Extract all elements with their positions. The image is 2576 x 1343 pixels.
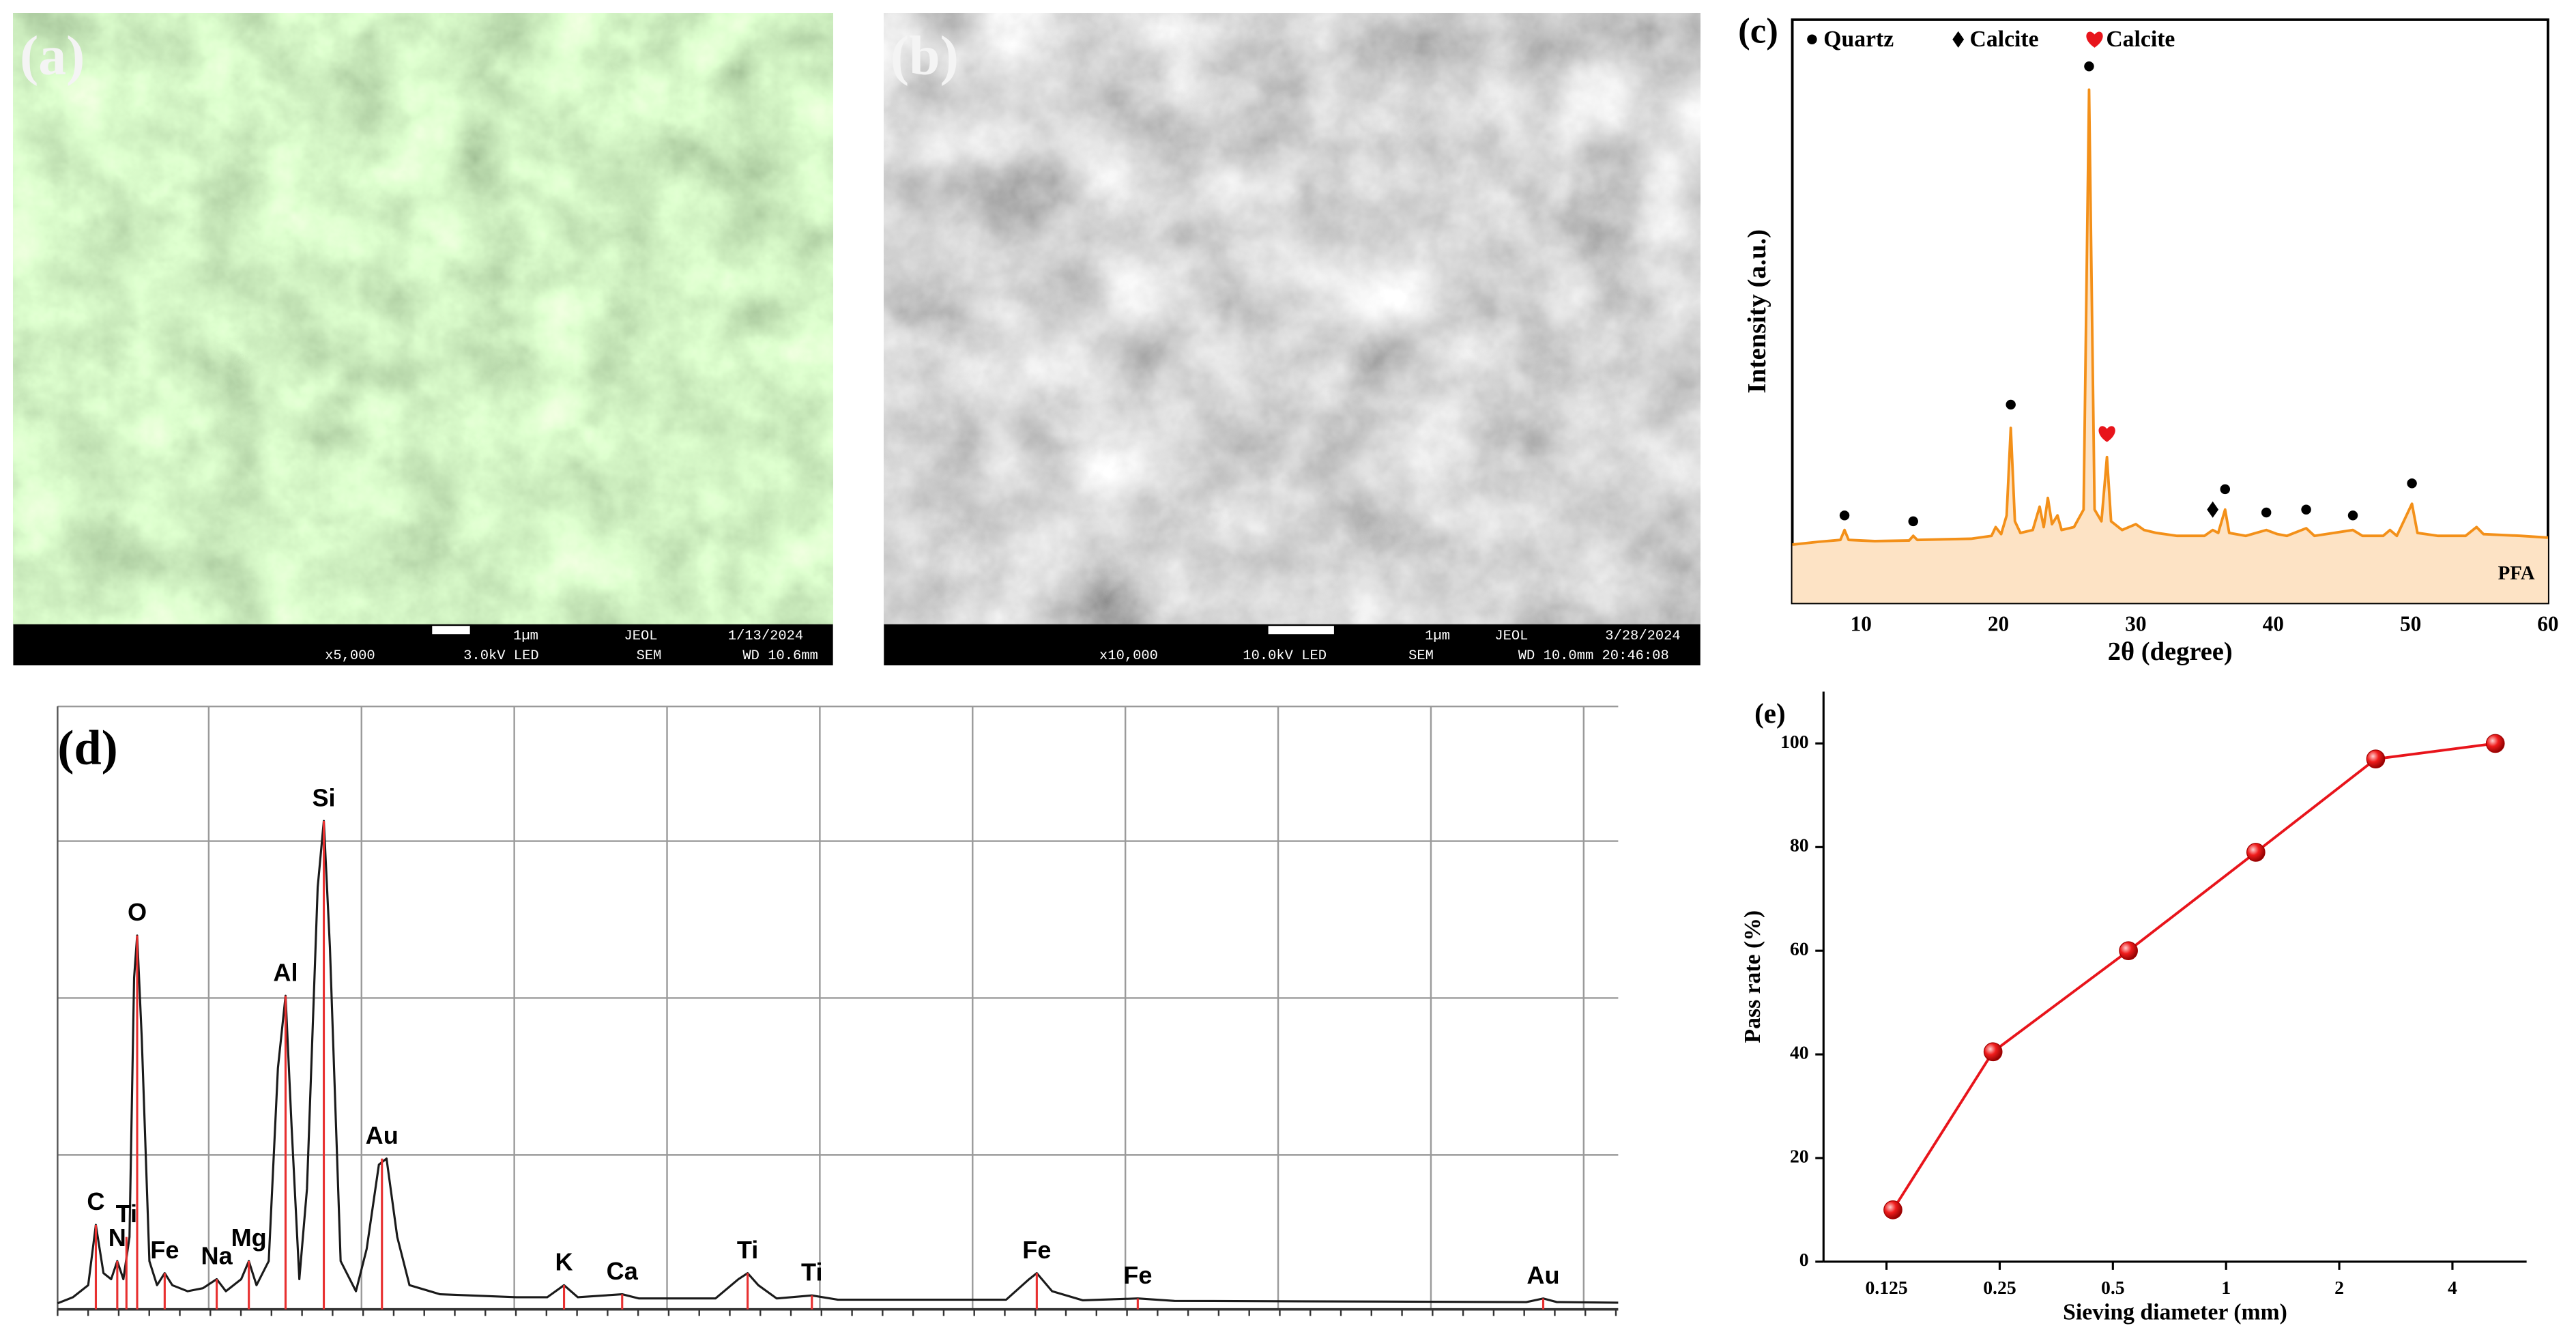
- y-axis-label: Intensity (a.u.): [1743, 229, 1771, 394]
- line: [1792, 88, 2549, 546]
- panel-label: (d): [57, 720, 117, 775]
- element-label: Ti: [116, 1200, 137, 1228]
- x-tick-label: 1: [2221, 1277, 2231, 1298]
- panel-label: (e): [1754, 698, 1785, 729]
- element-label: Au: [1526, 1261, 1559, 1289]
- info-text: WD 10.6mm: [742, 648, 817, 664]
- marker: [2485, 734, 2505, 753]
- element-label: Fe: [150, 1236, 179, 1264]
- info-text: 10.0kV LED: [1243, 648, 1327, 664]
- line: [1892, 742, 2495, 1211]
- marker: [2084, 61, 2094, 72]
- x-tick-label: 30: [2125, 611, 2146, 635]
- element-label: Fe: [1022, 1236, 1051, 1264]
- legend-label: Calcite: [2106, 27, 2175, 52]
- info-text: SEM: [1408, 648, 1434, 664]
- marker: [2098, 426, 2115, 442]
- info-text: x5,000: [325, 648, 375, 664]
- x-tick-label: 10: [1851, 611, 1872, 635]
- scale-bar: [1268, 626, 1334, 635]
- marker: [1883, 1200, 1902, 1219]
- info-text: 1µm: [1425, 629, 1450, 644]
- x-tick-label: 0.25: [1983, 1277, 2016, 1298]
- element-label: K: [555, 1248, 573, 1276]
- y-tick-label: 60: [1790, 938, 1809, 959]
- marker: [1839, 510, 1850, 521]
- x-tick-label: 50: [2400, 611, 2421, 635]
- element-label: Au: [366, 1121, 399, 1149]
- element-label: Ti: [801, 1258, 822, 1286]
- plot-frame: [1791, 18, 2549, 605]
- x-tick-label: 0.5: [2101, 1277, 2125, 1298]
- info-text: SEM: [637, 648, 662, 664]
- marker: [2207, 501, 2219, 518]
- info-bar: [13, 624, 833, 665]
- area: [1792, 89, 2548, 603]
- x-tick-label: 4: [2448, 1277, 2457, 1298]
- element-label: Mg: [231, 1224, 267, 1252]
- element-label: N: [108, 1224, 126, 1252]
- legend-marker: [2086, 31, 2103, 48]
- info-text: JEOL: [1494, 629, 1528, 644]
- marker: [2301, 504, 2311, 515]
- x-axis-label: Sieving diameter (mm): [2063, 1300, 2287, 1325]
- info-text: x10,000: [1099, 648, 1158, 664]
- x-tick-label: 20: [1988, 611, 2009, 635]
- marker: [1983, 1042, 2003, 1062]
- y-tick-label: 20: [1790, 1145, 1809, 1166]
- marker: [2366, 749, 2386, 769]
- y-tick-label: 0: [1799, 1249, 1809, 1270]
- info-text: 3.0kV LED: [463, 648, 538, 664]
- x-axis-label: 2θ (degree): [2108, 637, 2233, 666]
- x-tick-label: 40: [2263, 611, 2284, 635]
- element-label: Ti: [737, 1236, 758, 1264]
- marker: [2220, 484, 2230, 495]
- y-tick-label: 40: [1790, 1041, 1809, 1063]
- element-label: Si: [312, 783, 335, 811]
- x-tick-label: 2: [2334, 1277, 2344, 1298]
- x-tick-label: 60: [2537, 611, 2558, 635]
- element-label: Fe: [1123, 1261, 1152, 1289]
- legend-marker: [1807, 34, 1817, 44]
- x-tick-label: 0.125: [1865, 1277, 1907, 1298]
- marker: [1908, 516, 1918, 527]
- line: [57, 820, 1619, 1305]
- marker: [2407, 478, 2417, 489]
- element-label: C: [87, 1187, 104, 1215]
- panel-label: (a): [20, 24, 85, 86]
- chart: 10 20 30 40 50 60 2θ (degree) Intensity (a.u.) (…: [1738, 12, 2558, 666]
- series-label: PFA: [2498, 562, 2535, 584]
- marker: [2006, 399, 2016, 410]
- scale-bar: [432, 626, 470, 635]
- panel-label: (c): [1738, 12, 1778, 51]
- marker: [2119, 941, 2138, 961]
- marker: [2246, 843, 2266, 862]
- element-label: Al: [273, 958, 298, 986]
- info-text: 3/28/2024: [1605, 629, 1680, 644]
- info-text: 1/13/2024: [728, 629, 803, 644]
- panel-label: (b): [891, 24, 959, 86]
- element-label: Ca: [607, 1257, 639, 1285]
- y-axis-label: Pass rate (%): [1740, 910, 1765, 1043]
- legend-marker: [1952, 31, 1965, 48]
- sem-image: [13, 13, 833, 624]
- marker: [2261, 507, 2272, 518]
- element-label: Na: [201, 1242, 233, 1270]
- sem-image: [884, 13, 1701, 624]
- marker: [2347, 510, 2358, 521]
- y-tick-label: 80: [1790, 835, 1809, 856]
- info-text: WD 10.0mm 20:46:08: [1518, 648, 1669, 664]
- info-text: 1µm: [513, 629, 538, 644]
- element-label: O: [128, 898, 147, 926]
- legend-label: Quartz: [1823, 27, 1894, 52]
- info-text: JEOL: [624, 629, 657, 644]
- y-tick-label: 100: [1780, 731, 1809, 752]
- legend-label: Calcite: [1970, 27, 2039, 52]
